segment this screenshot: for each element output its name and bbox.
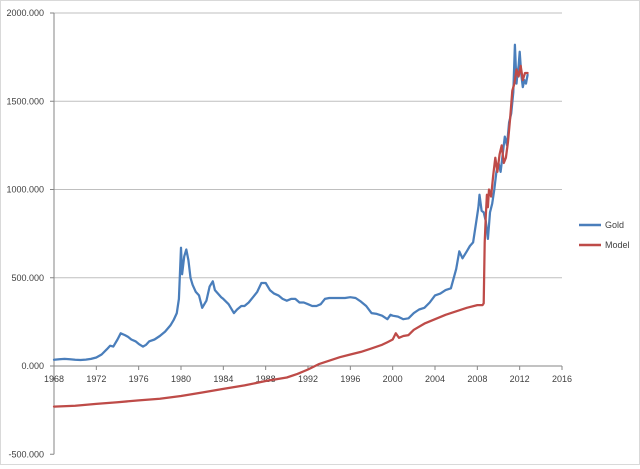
x-tick-label: 1968 — [44, 374, 64, 384]
x-tick-label: 1972 — [86, 374, 106, 384]
y-tick-label: 500.000 — [11, 273, 44, 283]
gridlines — [54, 12, 562, 279]
y-tick-label: -500.000 — [8, 449, 44, 459]
x-tick-label: 2000 — [383, 374, 403, 384]
legend-label: Gold — [605, 220, 624, 230]
y-tick-label: 2000.000 — [6, 8, 44, 18]
x-tick-label: 2012 — [510, 374, 530, 384]
x-tick-label: 1992 — [298, 374, 318, 384]
x-tick-label: 1988 — [256, 374, 276, 384]
x-tick-label: 2008 — [467, 374, 487, 384]
legend: Gold Model — [579, 220, 630, 250]
plot-area — [52, 43, 529, 408]
y-tick-label: 0.000 — [21, 361, 44, 371]
x-tick-label: 1996 — [340, 374, 360, 384]
x-tick-label: 1980 — [171, 374, 191, 384]
x-tick-label: 1984 — [213, 374, 233, 384]
series-line-gold — [52, 43, 529, 362]
y-tick-label: 1500.000 — [6, 96, 44, 106]
x-tick-label: 2016 — [552, 374, 572, 384]
series-line-model — [52, 64, 529, 408]
legend-label: Model — [605, 240, 630, 250]
x-tick-label: 1976 — [129, 374, 149, 384]
x-tick-label: 2004 — [425, 374, 445, 384]
y-tick-label: 1000.000 — [6, 185, 44, 195]
